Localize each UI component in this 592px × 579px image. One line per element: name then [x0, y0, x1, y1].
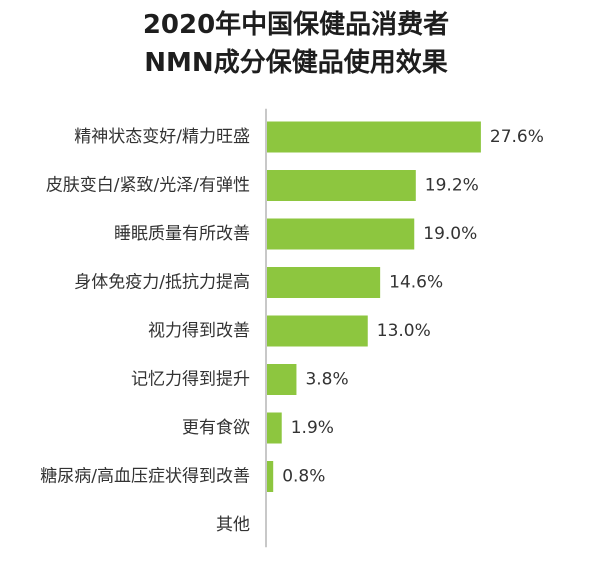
value-label: 0.8%	[282, 467, 325, 487]
category-label: 更有食欲	[182, 418, 250, 438]
bar	[267, 170, 416, 201]
bar	[267, 267, 381, 298]
value-label: 3.8%	[305, 370, 348, 390]
value-label: 19.0%	[423, 224, 477, 244]
category-label: 精神状态变好/精力旺盛	[74, 127, 250, 147]
value-label: 19.2%	[425, 176, 479, 196]
category-label: 睡眠质量有所改善	[114, 224, 250, 244]
bar	[267, 364, 297, 395]
chart-title: 2020年中国保健品消费者 NMN成分保健品使用效果	[0, 6, 592, 82]
chart-title-line-1: 2020年中国保健品消费者	[142, 10, 450, 40]
category-label: 记忆力得到提升	[131, 370, 250, 390]
bar	[267, 412, 282, 444]
bar	[267, 315, 368, 347]
value-label: 27.6%	[490, 127, 544, 147]
value-label: 1.9%	[291, 418, 334, 438]
category-label: 视力得到改善	[148, 321, 250, 341]
category-label: 其他	[216, 515, 250, 535]
value-label: 13.0%	[377, 321, 431, 341]
bar	[267, 121, 481, 153]
bar	[267, 461, 274, 492]
category-label: 身体免疫力/抵抗力提高	[74, 273, 250, 293]
bar	[267, 218, 415, 250]
chart-title-line-2: NMN成分保健品使用效果	[144, 48, 448, 78]
category-label: 糖尿病/高血压症状得到改善	[40, 467, 250, 487]
value-label: 14.6%	[389, 273, 443, 293]
category-label: 皮肤变白/紧致/光泽/有弹性	[46, 176, 250, 196]
